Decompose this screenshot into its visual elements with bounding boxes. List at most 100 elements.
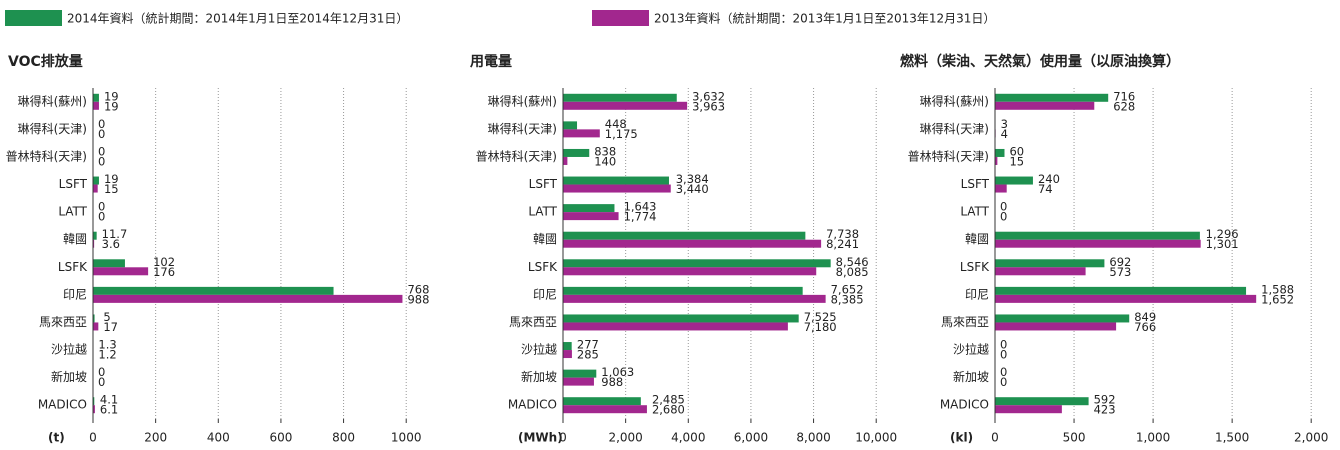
y-tick-label: MADICO bbox=[38, 398, 87, 412]
y-tick-label: 普林特科(天津) bbox=[908, 148, 989, 163]
value-label: 1.2 bbox=[98, 348, 116, 362]
bar bbox=[93, 176, 99, 185]
bar bbox=[995, 239, 1201, 248]
bar bbox=[563, 204, 615, 213]
bar bbox=[563, 212, 619, 221]
value-label: 8,085 bbox=[836, 265, 869, 279]
value-label: 988 bbox=[601, 375, 623, 389]
x-tick-label: 2,000 bbox=[608, 431, 642, 445]
x-tick-label: 600 bbox=[269, 431, 292, 445]
bar bbox=[563, 377, 594, 386]
chart-title: 燃料（柴油、天然氣）使用量（以原油換算） bbox=[900, 53, 1180, 70]
value-label: 3,963 bbox=[692, 99, 725, 113]
bar bbox=[563, 101, 688, 110]
value-label: 0 bbox=[98, 375, 105, 389]
y-tick-label: 琳得科(蘇州) bbox=[18, 93, 87, 108]
value-label: 74 bbox=[1038, 182, 1053, 196]
y-tick-label: LATT bbox=[960, 205, 989, 219]
value-label: 15 bbox=[1009, 154, 1024, 168]
value-label: 0 bbox=[98, 365, 105, 379]
bar bbox=[563, 405, 647, 414]
value-label: 4 bbox=[1001, 127, 1008, 141]
value-label: 0 bbox=[98, 154, 105, 168]
y-tick-label: 沙拉越 bbox=[953, 342, 989, 357]
value-label: 3.6 bbox=[102, 237, 120, 251]
x-tick-label: 1,000 bbox=[1136, 431, 1170, 445]
bar bbox=[563, 322, 788, 331]
x-tick-label: 4,000 bbox=[671, 431, 705, 445]
value-label: 17 bbox=[103, 320, 118, 334]
value-label: 0 bbox=[1000, 365, 1007, 379]
legend-label: 2013年資料（統計期間：2013年1月1日至2013年12月31日） bbox=[654, 11, 995, 26]
value-label: 1.3 bbox=[98, 338, 116, 352]
value-label: 15 bbox=[104, 182, 119, 196]
bar bbox=[563, 156, 568, 165]
value-label: 277 bbox=[577, 338, 599, 352]
bar bbox=[995, 259, 1105, 268]
value-label: 766 bbox=[1134, 320, 1156, 334]
value-label: 7,525 bbox=[804, 310, 837, 324]
value-label: 0 bbox=[98, 210, 105, 224]
value-label: 0 bbox=[1000, 200, 1007, 214]
bar bbox=[93, 397, 95, 406]
y-tick-label: LSFT bbox=[961, 177, 990, 191]
bar bbox=[563, 129, 600, 138]
value-label: 60 bbox=[1009, 144, 1024, 158]
x-tick-label: 1000 bbox=[391, 431, 422, 445]
value-label: 3 bbox=[1001, 117, 1008, 131]
bar bbox=[93, 405, 95, 414]
value-label: 0 bbox=[1000, 375, 1007, 389]
bar bbox=[563, 397, 641, 406]
value-label: 0 bbox=[1000, 338, 1007, 352]
y-tick-label: 沙拉越 bbox=[521, 342, 557, 357]
bar bbox=[563, 93, 677, 102]
bar bbox=[995, 314, 1130, 323]
value-label: 849 bbox=[1134, 310, 1156, 324]
y-tick-label: 韓國 bbox=[533, 232, 557, 246]
bar bbox=[563, 350, 572, 359]
value-label: 1,643 bbox=[624, 200, 657, 214]
y-tick-label: 琳得科(天津) bbox=[920, 121, 989, 136]
bar bbox=[93, 286, 334, 295]
y-tick-label: 印尼 bbox=[965, 287, 989, 301]
y-tick-label: 沙拉越 bbox=[51, 342, 87, 357]
bar bbox=[995, 294, 1257, 303]
bar bbox=[995, 184, 1007, 193]
y-tick-label: 馬來西亞 bbox=[941, 315, 989, 329]
bar bbox=[995, 176, 1033, 185]
value-label: 2,485 bbox=[652, 393, 685, 407]
bar bbox=[93, 231, 97, 240]
value-label: 0 bbox=[1000, 210, 1007, 224]
bar bbox=[563, 239, 822, 248]
value-label: 3,440 bbox=[676, 182, 709, 196]
value-label: 0 bbox=[98, 127, 105, 141]
x-tick-label: 2,000 bbox=[1294, 431, 1328, 445]
bar bbox=[563, 184, 671, 193]
y-tick-label: 新加坡 bbox=[521, 369, 557, 384]
value-label: 7,180 bbox=[804, 320, 837, 334]
bar bbox=[563, 231, 806, 240]
x-tick-label: 8,000 bbox=[796, 431, 830, 445]
x-tick-label: 500 bbox=[1063, 431, 1086, 445]
value-label: 176 bbox=[153, 265, 175, 279]
x-tick-label: 0 bbox=[559, 431, 567, 445]
y-tick-label: LSFT bbox=[529, 177, 558, 191]
value-label: 768 bbox=[407, 282, 429, 296]
bar bbox=[93, 267, 149, 276]
bar bbox=[93, 101, 99, 110]
value-label: 2,680 bbox=[652, 403, 685, 417]
value-label: 19 bbox=[104, 99, 119, 113]
bar bbox=[995, 397, 1089, 406]
value-label: 988 bbox=[407, 292, 429, 306]
value-label: 1,301 bbox=[1206, 237, 1239, 251]
value-label: 3,632 bbox=[692, 89, 725, 103]
value-label: 573 bbox=[1109, 265, 1131, 279]
y-tick-label: 馬來西亞 bbox=[39, 315, 87, 329]
value-label: 0 bbox=[98, 117, 105, 131]
x-tick-label: 1,500 bbox=[1215, 431, 1249, 445]
value-label: 1,588 bbox=[1261, 282, 1294, 296]
value-label: 140 bbox=[594, 154, 616, 168]
value-label: 19 bbox=[104, 89, 119, 103]
value-label: 716 bbox=[1113, 89, 1135, 103]
chart-title: VOC排放量 bbox=[8, 53, 83, 70]
